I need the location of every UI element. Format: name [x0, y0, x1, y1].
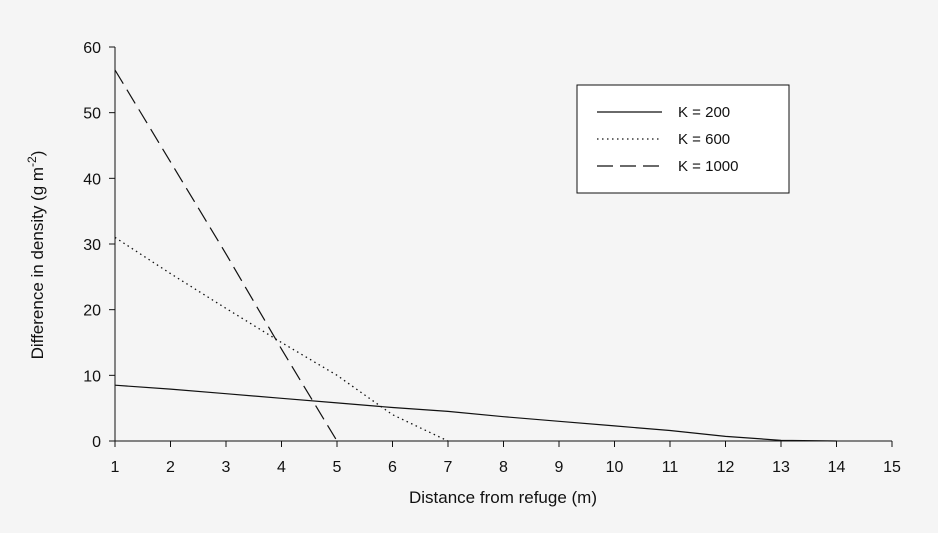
y-tick-label: 50 — [83, 106, 101, 123]
legend-label: K = 200 — [678, 104, 730, 121]
y-tick-label: 0 — [92, 434, 101, 451]
y-tick-label: 20 — [83, 303, 101, 320]
series-line-k-200 — [114, 384, 837, 442]
x-tick-label: 7 — [444, 459, 453, 476]
y-axis-title-close: ) — [28, 151, 47, 157]
y-axis-title-sup: -2 — [25, 156, 39, 167]
x-tick-label: 12 — [717, 459, 735, 476]
x-tick-label: 11 — [662, 459, 679, 476]
y-tick-label: 30 — [83, 237, 101, 254]
x-tick-label: 13 — [772, 459, 790, 476]
x-tick-label: 2 — [166, 459, 175, 476]
y-axis-title: Difference in density (g m-2) — [25, 151, 47, 360]
x-tick-label: 6 — [388, 459, 397, 476]
x-axis-title: Distance from refuge (m) — [409, 488, 597, 507]
x-tick-label: 3 — [222, 459, 231, 476]
series-line-k-600 — [114, 236, 449, 442]
legend-label: K = 600 — [678, 131, 730, 148]
x-tick-label: 14 — [828, 459, 846, 476]
x-tick-label: 5 — [333, 459, 342, 476]
legend: K = 200 K = 600 K = 1000 — [576, 84, 790, 194]
x-tick-label: 15 — [883, 459, 901, 476]
y-tick-label: 60 — [83, 40, 101, 57]
series-lines — [114, 69, 837, 442]
y-tick-label: 10 — [83, 368, 101, 385]
x-tick-label: 4 — [277, 459, 286, 476]
x-tick-label: 10 — [606, 459, 624, 476]
y-axis-title-main: Difference in density (g m — [28, 167, 47, 359]
series-line-k-1000 — [114, 69, 338, 442]
legend-label: K = 1000 — [678, 158, 738, 175]
x-tick-label: 9 — [555, 459, 564, 476]
x-tick-label: 8 — [499, 459, 508, 476]
y-tick-label: 40 — [83, 171, 101, 188]
x-tick-label: 1 — [111, 459, 120, 476]
